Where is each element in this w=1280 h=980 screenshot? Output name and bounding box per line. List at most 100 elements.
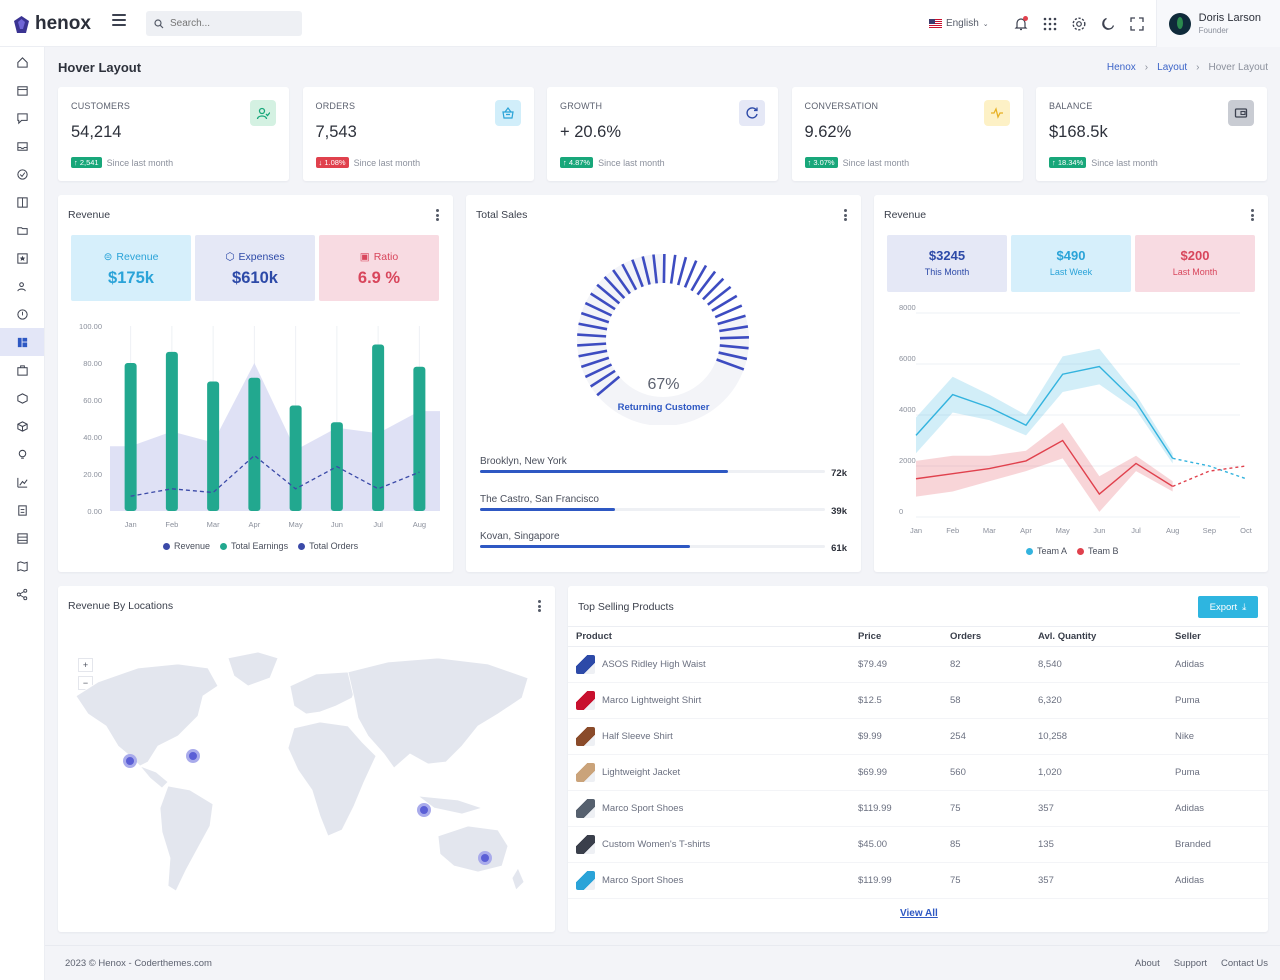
bar-aug[interactable]: [413, 366, 426, 511]
column-header[interactable]: Orders: [950, 626, 1038, 647]
table-row[interactable]: ASOS Ridley High Waist $79.49 82 8,540 Adida…: [568, 646, 1268, 683]
bar-jan[interactable]: [124, 363, 137, 511]
sidebar-item-star[interactable]: [0, 244, 44, 272]
menu-toggle-icon[interactable]: [112, 14, 126, 26]
gauge-segment: [577, 333, 607, 338]
fullscreen-button[interactable]: [1123, 9, 1152, 38]
legend-item[interactable]: Total Earnings: [220, 541, 288, 551]
search-box[interactable]: [146, 11, 302, 36]
sidebar-item-briefcase[interactable]: [0, 356, 44, 384]
bar-apr[interactable]: [248, 377, 261, 511]
location-row: The Castro, San Francisco 39k: [480, 494, 847, 517]
more-options-icon[interactable]: [436, 209, 439, 221]
zoom-in-button[interactable]: +: [78, 658, 93, 672]
sidebar-item-map[interactable]: [0, 552, 44, 580]
table-row[interactable]: Half Sleeve Shirt $9.99 254 10,258 Nike: [568, 718, 1268, 755]
star-icon: [16, 252, 28, 264]
bar-mar[interactable]: [207, 381, 220, 512]
sidebar-item-chart[interactable]: [0, 468, 44, 496]
search-input[interactable]: [170, 18, 290, 29]
column-header[interactable]: Seller: [1175, 626, 1268, 647]
task-icon: [16, 168, 28, 180]
table-row[interactable]: Marco Lightweight Shirt $12.5 58 6,320 Puma: [568, 682, 1268, 719]
bar-jul[interactable]: [372, 344, 385, 512]
product-name[interactable]: Lightweight Jacket: [602, 767, 681, 779]
sidebar-item-inbox[interactable]: [0, 132, 44, 160]
line-team-b[interactable]: [915, 439, 1174, 496]
legend-item[interactable]: Total Orders: [298, 541, 358, 551]
progress-fill: [480, 470, 729, 473]
x-tick-label: Jun: [1093, 526, 1105, 535]
sidebar-item-box[interactable]: [0, 384, 44, 412]
legend-item[interactable]: Revenue: [163, 541, 210, 551]
gauge-segment: [714, 304, 743, 319]
breadcrumb-layout[interactable]: Layout: [1157, 62, 1188, 73]
product-name[interactable]: Marco Sport Shoes: [602, 875, 684, 887]
legend-item[interactable]: Team B: [1077, 546, 1119, 556]
sidebar-item-chat[interactable]: [0, 104, 44, 132]
gauge-segment: [707, 285, 732, 306]
sidebar-item-package[interactable]: [0, 412, 44, 440]
sidebar-item-clipboard[interactable]: [0, 496, 44, 524]
user-menu[interactable]: Doris Larson Founder: [1155, 0, 1280, 47]
calendar-icon: ▣: [359, 251, 370, 263]
map-marker: [186, 749, 200, 763]
table-row[interactable]: Marco Sport Shoes $119.99 75 357 Adidas: [568, 862, 1268, 899]
footer-link-about[interactable]: About: [1134, 958, 1160, 969]
briefcase-icon: [16, 364, 28, 376]
more-options-icon[interactable]: [1251, 209, 1254, 221]
sidebar-item-share[interactable]: [0, 580, 44, 608]
bar-may[interactable]: [289, 405, 302, 511]
line-team-a[interactable]: [915, 365, 1174, 459]
map-north-america: [75, 663, 219, 767]
language-selector[interactable]: English ⌄: [928, 18, 989, 29]
breadcrumb-henox[interactable]: Henox: [1106, 62, 1136, 73]
more-options-icon[interactable]: [844, 209, 847, 221]
alert-icon: [16, 308, 28, 320]
sidebar-item-table[interactable]: [0, 524, 44, 552]
product-qty: 357: [1038, 790, 1175, 827]
x-tick-label: Jul: [1131, 526, 1141, 535]
column-header[interactable]: Product: [568, 626, 858, 647]
grid-icon: [1043, 17, 1057, 30]
apps-button[interactable]: [1036, 9, 1065, 38]
product-name[interactable]: Marco Lightweight Shirt: [602, 695, 702, 707]
expenses-box-label: Expenses: [238, 251, 285, 263]
stat-footer: ↑ 18.34% Since last month: [1049, 157, 1158, 168]
footer-link-contact[interactable]: Contact Us: [1221, 958, 1268, 969]
sidebar-item-layout[interactable]: [0, 328, 44, 356]
export-button[interactable]: Export ⤓: [1198, 596, 1258, 618]
table-row[interactable]: Custom Women's T-shirts $45.00 85 135 Brande…: [568, 826, 1268, 863]
product-name[interactable]: Custom Women's T-shirts: [602, 839, 711, 851]
sidebar-item-folder[interactable]: [0, 216, 44, 244]
bar-feb[interactable]: [165, 351, 178, 511]
table-row[interactable]: Marco Sport Shoes $119.99 75 357 Adidas: [568, 790, 1268, 827]
settings-button[interactable]: [1065, 9, 1094, 38]
product-name[interactable]: Half Sleeve Shirt: [602, 731, 673, 743]
product-name[interactable]: ASOS Ridley High Waist: [602, 659, 706, 671]
brand-logo[interactable]: henox: [14, 13, 91, 35]
sidebar-item-kanban[interactable]: [0, 188, 44, 216]
theme-toggle-button[interactable]: [1094, 9, 1123, 38]
product-qty: 1,020: [1038, 754, 1175, 791]
notifications-button[interactable]: [1007, 9, 1036, 38]
sidebar-item-alert[interactable]: [0, 300, 44, 328]
sidebar-item-bulb[interactable]: [0, 440, 44, 468]
cube-icon: ⬡: [225, 251, 235, 263]
more-options-icon[interactable]: [538, 600, 541, 612]
column-header[interactable]: Avl. Quantity: [1038, 626, 1175, 647]
change-note: Since last month: [106, 157, 174, 168]
sidebar-item-task[interactable]: [0, 160, 44, 188]
column-header[interactable]: Price: [858, 626, 950, 647]
revenue-box: ⊜ Revenue $175k: [71, 235, 191, 301]
view-all-link[interactable]: View All: [900, 908, 938, 919]
table-row[interactable]: Lightweight Jacket $69.99 560 1,020 Puma: [568, 754, 1268, 791]
sidebar-item-calendar[interactable]: [0, 76, 44, 104]
product-name[interactable]: Marco Sport Shoes: [602, 803, 684, 815]
footer-link-support[interactable]: Support: [1173, 958, 1207, 969]
legend-item[interactable]: Team A: [1026, 546, 1067, 556]
revenue-chart-legend: Revenue Total Earnings Total Orders: [163, 541, 358, 551]
avatar: [1168, 12, 1191, 35]
sidebar-item-users[interactable]: [0, 272, 44, 300]
sidebar-item-home[interactable]: [0, 48, 44, 76]
